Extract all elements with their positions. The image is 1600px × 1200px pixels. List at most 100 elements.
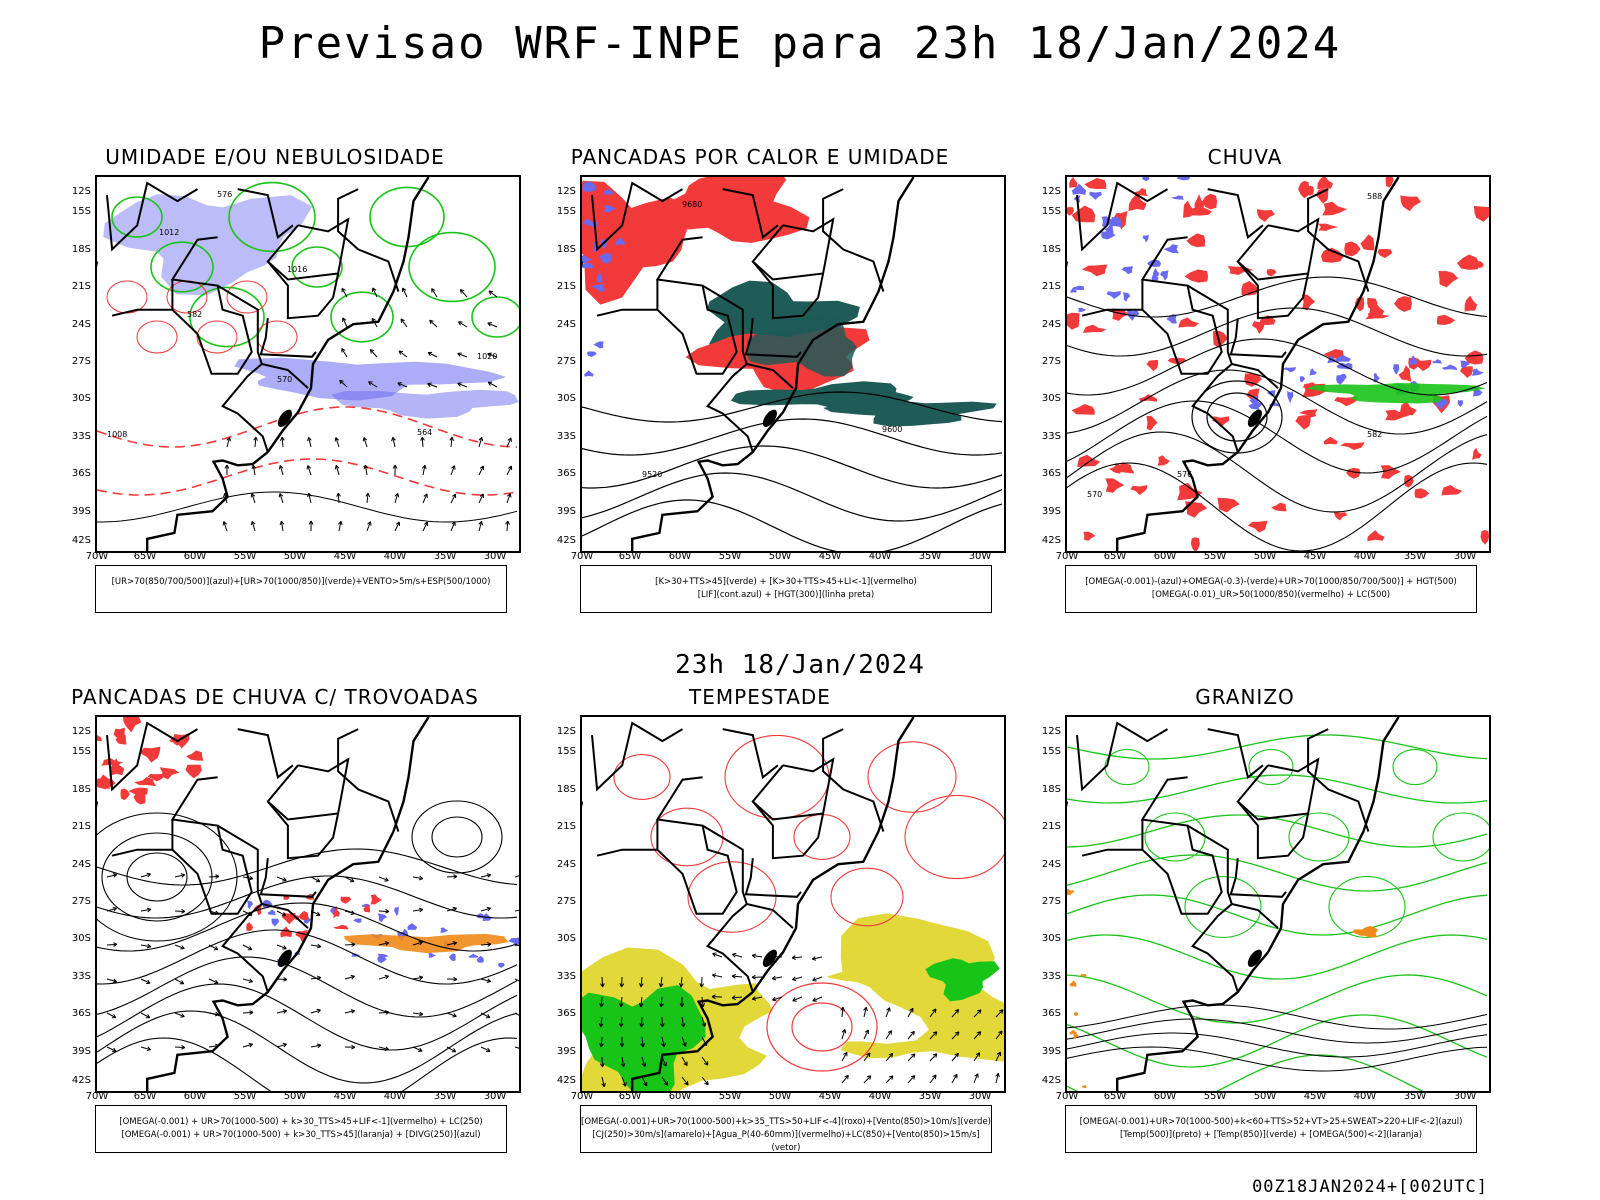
border-line (261, 363, 309, 389)
legend-line: [OMEGA(-0.001)-(azul)+OMEGA(-0.3)-(verde… (1085, 577, 1457, 587)
legend-line: [OMEGA(-0.001)+UR>70(1000-500)+k<60+TTS>… (1079, 1117, 1463, 1127)
coastline-east (1116, 717, 1400, 1091)
y-tick-label: 39S (71, 1045, 91, 1057)
x-tick-label: 45W (333, 551, 357, 562)
y-tick-label: 33S (1041, 430, 1061, 442)
border-line (267, 260, 340, 320)
y-tick-label: 36S (71, 468, 91, 480)
y-tick-label: 36S (556, 468, 576, 480)
border-line (722, 728, 779, 780)
legend-line: [OMEGA(-0.01)_UR>50(1000/850)(vermelho) … (1151, 590, 1391, 600)
x-tick-label: 45W (818, 1091, 842, 1102)
x-tick-label: 70W (1055, 1091, 1079, 1102)
main-title: Previsao WRF-INPE para 23h 18/Jan/2024 (258, 18, 1342, 69)
x-tick-label: 65W (618, 1091, 642, 1102)
border-line (744, 318, 802, 358)
border-line (259, 318, 317, 358)
map-svg (582, 717, 1004, 1091)
legend-line: [OMEGA(-0.001)+UR>70(1000-500)+k>35_TTS>… (581, 1117, 991, 1127)
border-line (822, 188, 885, 292)
y-tick-label: 39S (1041, 1045, 1061, 1057)
mid-title: 23h 18/Jan/2024 (675, 650, 925, 680)
border-line (596, 848, 658, 857)
map-plot: 9680 9600 9520 (580, 175, 1006, 553)
y-tick-label: 27S (71, 356, 91, 367)
panel-chuva: CHUVA 588 582 576 570 [OMEGA(-0.001)-(azul)… (1015, 145, 1491, 645)
x-tick-label: 65W (618, 551, 642, 562)
border-line (111, 308, 173, 317)
x-tick-label: 40W (868, 1091, 892, 1102)
panel-tempestade: TEMPESTADE [OMEGA(-0.001)+UR>70(1000-500… (530, 685, 1006, 1185)
y-tick-label: 21S (71, 281, 91, 293)
x-tick-label: 50W (283, 551, 307, 562)
y-tick-label: 30S (556, 393, 576, 405)
contour-label: 582 (1367, 430, 1382, 439)
border-line (752, 260, 825, 320)
y-tick-label: 27S (556, 896, 576, 907)
y-tick-label: 30S (1041, 393, 1061, 405)
x-tick-label: 40W (383, 551, 407, 562)
panel-title: UMIDADE E/OU NEBULOSIDADE (105, 145, 445, 169)
border-line (170, 776, 253, 915)
border-line (591, 181, 684, 252)
y-tick-label: 15S (71, 206, 91, 218)
y-tick-label: 21S (1041, 821, 1061, 833)
y-tick-label: 12S (71, 186, 91, 197)
x-tick-label: 40W (1353, 551, 1377, 562)
y-tick-label: 18S (71, 243, 91, 255)
y-tick-label: 33S (1041, 970, 1061, 982)
border-line (744, 858, 802, 898)
y-tick-label: 42S (71, 535, 91, 546)
border-line (111, 848, 173, 857)
border-line (266, 757, 350, 821)
y-tick-label: 12S (1041, 186, 1061, 197)
panel-umidade: UMIDADE E/OU NEBULOSIDADE 1012 1016 1020 10… (45, 145, 521, 645)
y-tick-label: 30S (556, 933, 576, 945)
y-tick-label: 18S (556, 783, 576, 795)
contour-label: 9600 (882, 425, 902, 434)
coastline-east (146, 717, 430, 1091)
legend-box: [OMEGA(-0.001)-(azul)+OMEGA(-0.3)-(verde… (1065, 565, 1477, 613)
y-tick-label: 15S (71, 746, 91, 758)
border-line (337, 728, 400, 832)
y-tick-label: 27S (556, 356, 576, 367)
panel-granizo: GRANIZO [OMEGA(-0.001)+UR>70(1000-500)+k… (1015, 685, 1491, 1185)
y-tick-label: 27S (1041, 356, 1061, 367)
lagoon (762, 949, 777, 967)
y-tick-label: 24S (556, 858, 576, 870)
x-tick-label: 55W (233, 551, 257, 562)
border-line (1207, 188, 1264, 240)
legend-box: [OMEGA(-0.001)+UR>70(1000-500)+k<60+TTS>… (1065, 1105, 1477, 1153)
lagoon (762, 409, 777, 427)
border-line (752, 800, 825, 860)
border-line (1229, 318, 1287, 358)
x-tick-label: 70W (570, 1091, 594, 1102)
contour-label: 1016 (287, 265, 307, 274)
y-tick-label: 33S (556, 430, 576, 442)
contour-label: 9520 (642, 470, 662, 479)
x-tick-label: 65W (1103, 551, 1127, 562)
coastline-east (1116, 177, 1400, 551)
x-tick-label: 55W (1203, 1091, 1227, 1102)
panel-trovoadas: PANCADAS DE CHUVA C/ TROVOADAS [OMEGA(-0… (45, 685, 521, 1185)
border-line (596, 308, 658, 317)
x-tick-label: 45W (1303, 1091, 1327, 1102)
x-tick-label: 35W (918, 1091, 942, 1102)
legend-line: [CJ(250)>30m/s](amarelo)+[Agua_P(40-60mm… (592, 1130, 980, 1153)
y-tick-label: 12S (71, 726, 91, 737)
border-line (106, 181, 199, 252)
border-line (722, 188, 779, 240)
contour-label: 588 (1367, 192, 1382, 201)
border-line (746, 363, 794, 389)
x-tick-label: 35W (1403, 551, 1427, 562)
contour-label: 576 (217, 190, 232, 199)
y-tick-label: 42S (71, 1075, 91, 1086)
border-line (702, 284, 754, 453)
x-tick-label: 50W (768, 1091, 792, 1102)
y-tick-label: 15S (1041, 206, 1061, 218)
x-tick-label: 30W (968, 551, 992, 562)
y-tick-label: 39S (556, 1045, 576, 1057)
y-tick-label: 39S (71, 505, 91, 517)
x-tick-label: 60W (668, 551, 692, 562)
contour-label: 582 (187, 310, 202, 319)
